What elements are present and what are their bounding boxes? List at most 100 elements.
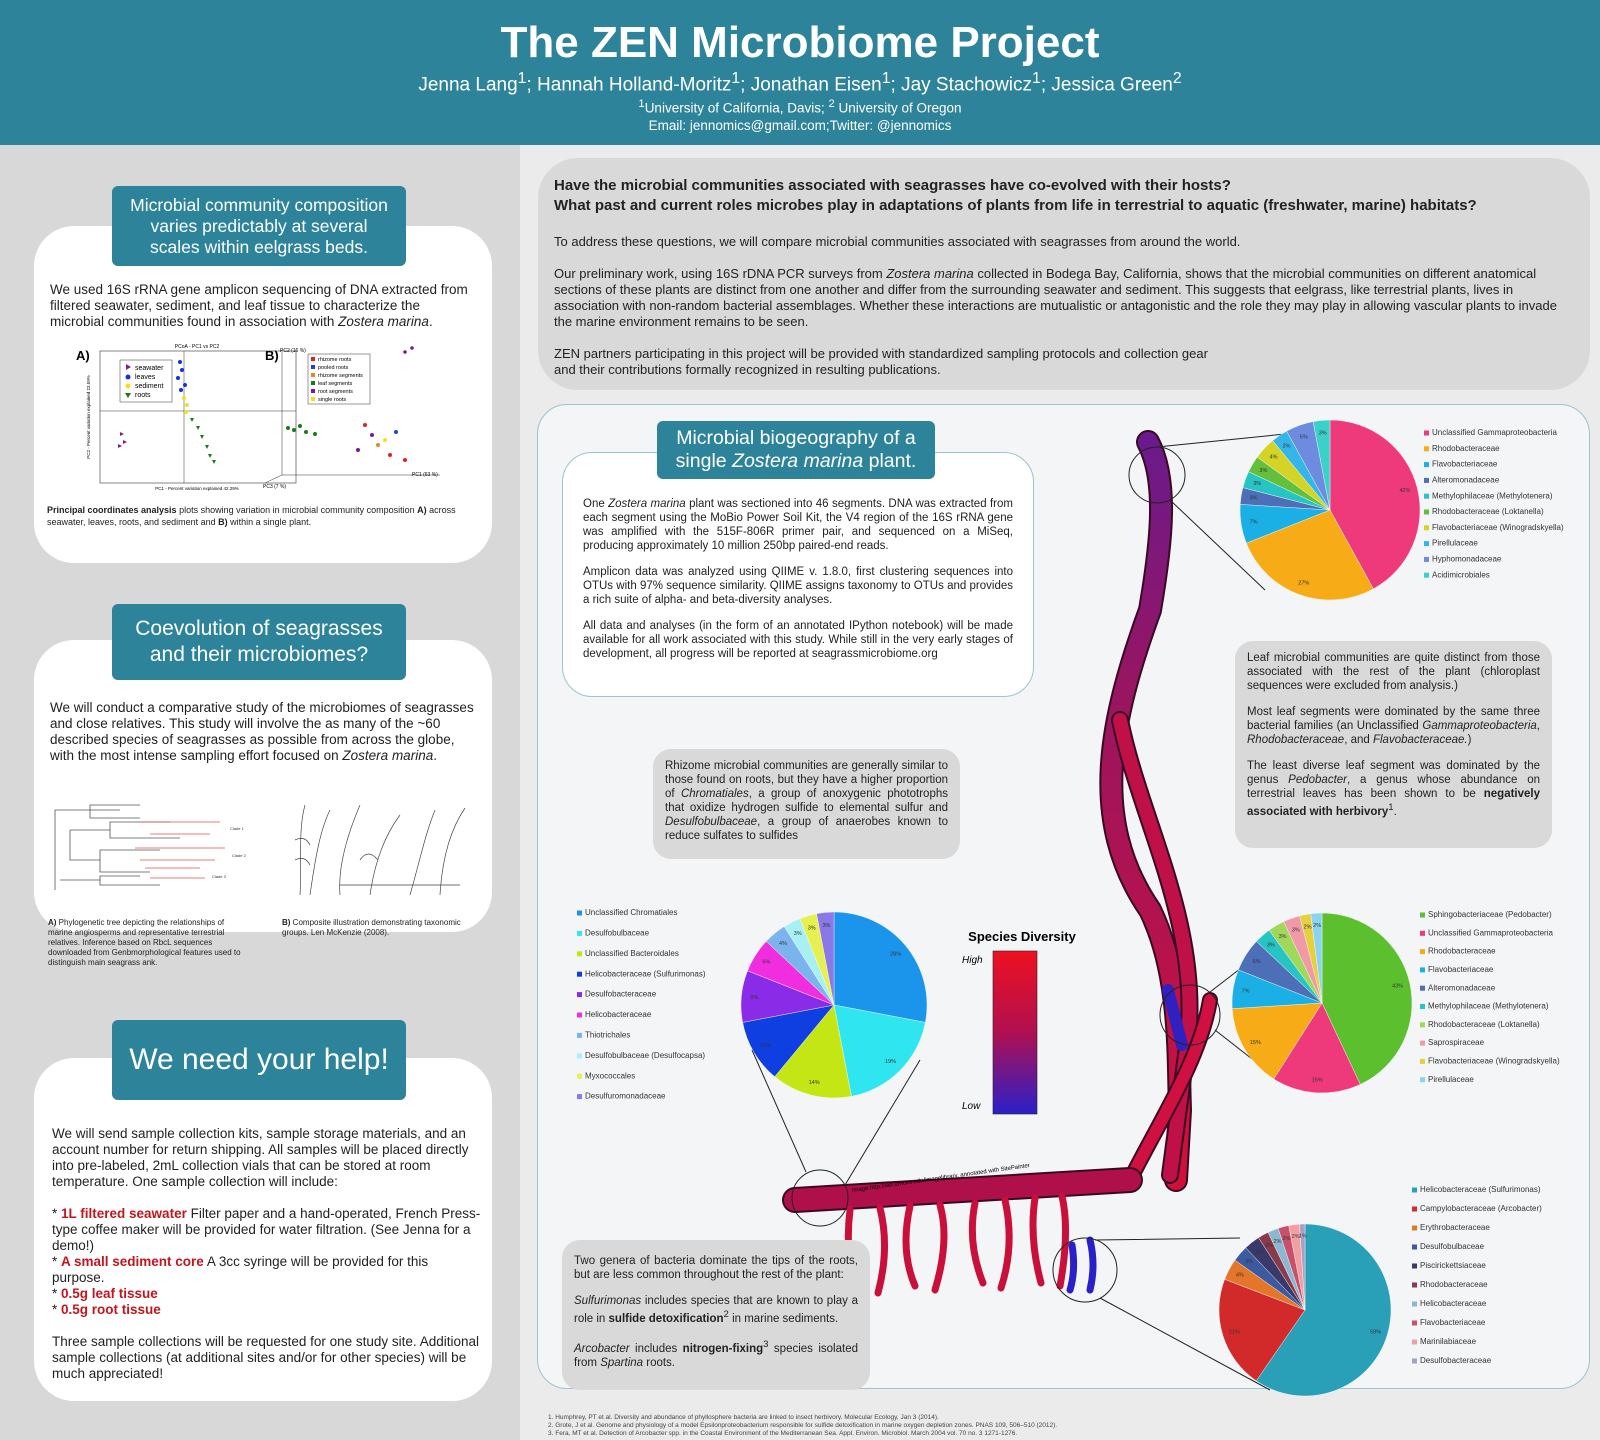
text-segment: 0.5g root tissue xyxy=(61,1302,161,1317)
legend-swatch xyxy=(1420,1040,1425,1046)
text-segment: Zostera marina xyxy=(732,450,864,472)
line: ZEN partners participating in this proje… xyxy=(554,346,1208,361)
text-segment: Zostera marina xyxy=(608,498,686,510)
legend-swatch xyxy=(1424,572,1429,578)
slice-label: 3% xyxy=(1253,481,1261,487)
text-segment: 1 xyxy=(731,70,741,87)
plant xyxy=(782,430,1218,1297)
text-segment: A small sediment core xyxy=(61,1254,204,1269)
text-segment: University of California, Davis; xyxy=(644,100,829,116)
text-segment: B) xyxy=(282,918,291,927)
legend-swatch xyxy=(1424,462,1429,468)
text-segment: nitrogen-fixing xyxy=(682,1342,764,1355)
text-segment: The least diverse leaf segment was domin… xyxy=(1247,760,1540,786)
slice-label: 21% xyxy=(1229,1329,1240,1335)
text-segment: roots. xyxy=(643,1356,676,1369)
scale-title: Species Diversity xyxy=(968,929,1076,944)
text-segment: Jenna Lang xyxy=(418,74,518,96)
text-segment: Rhizome microbial communities are genera… xyxy=(665,760,948,800)
legend-swatch xyxy=(1412,1263,1417,1269)
legend-swatch xyxy=(1424,541,1429,547)
legend-swatch xyxy=(1412,1244,1417,1250)
legend-swatch xyxy=(1412,1187,1417,1193)
heading-line: single Zostera marina plant. xyxy=(676,450,917,473)
legend-label: root segments xyxy=(318,389,353,395)
item: * 0.5g root tissue xyxy=(52,1302,482,1318)
questions-box: Have the microbial communities associate… xyxy=(538,158,1590,390)
text-segment: Sulfurimonas xyxy=(574,1295,642,1307)
paragraph: We used 16S rRNA gene amplicon sequencin… xyxy=(50,282,475,330)
legend-label: Thiotrichales xyxy=(585,1031,630,1040)
legend-label: Pirellulaceae xyxy=(1428,1075,1474,1084)
legend-label: Hyphomonadaceae xyxy=(1432,555,1502,564)
legend-label: leaves xyxy=(135,374,156,381)
text-segment: ; Hannah Holland-Moritz xyxy=(526,74,732,96)
pie-slice xyxy=(774,1004,852,1099)
pcoa-figure: A) B) PCoA - PC1 vs PC2 PC1 - Percent va… xyxy=(76,344,440,491)
legend-swatch xyxy=(1420,985,1425,991)
pie-slice xyxy=(1255,1223,1392,1397)
paragraph: ZEN partners participating in this proje… xyxy=(554,346,1574,378)
section-heading: Microbial biogeography of a single Zoste… xyxy=(657,421,935,479)
slice-label: 1% xyxy=(1299,1234,1307,1240)
text-segment: A) xyxy=(48,918,57,927)
legend-label: Flavobacteriaceae xyxy=(1420,1318,1486,1327)
clade-label: Clade 3 xyxy=(212,874,227,879)
slice-label: 3% xyxy=(808,926,816,932)
slice-label: 6% xyxy=(762,960,770,966)
item: * 1L filtered seawater Filter paper and … xyxy=(52,1206,482,1254)
legend-swatch xyxy=(577,951,582,957)
text-segment: Gammaproteobacteria xyxy=(1422,720,1537,732)
legend-label: Unclassified Bacteroidales xyxy=(585,949,679,958)
axis-label: PC2 - Percent variation explained 23.59% xyxy=(86,375,91,459)
tree-figure: Clade 1 Clade 2 Clade 3 xyxy=(54,804,466,896)
illustration-decor xyxy=(294,804,466,896)
text-segment: plant. xyxy=(863,450,917,472)
text-segment: Pedobacter xyxy=(1288,774,1347,786)
slice-label: 3% xyxy=(1259,468,1267,474)
pie-slice xyxy=(833,1004,926,1097)
item: * 0.5g leaf tissue xyxy=(52,1286,482,1302)
heading-line: Microbial biogeography of a xyxy=(676,427,916,449)
paragraph: Our preliminary work, using 16S rDNA PCR… xyxy=(554,266,1574,330)
text-segment: Arcobacter xyxy=(574,1342,630,1355)
text-segment: ) xyxy=(1467,734,1472,746)
text-segment: 2 xyxy=(723,1309,729,1320)
legend-label: Methylophilaceae (Methylotenera) xyxy=(1428,1002,1549,1011)
legend-label: Myxococcales xyxy=(585,1071,635,1080)
pie-slice xyxy=(1312,419,1331,511)
legend-swatch xyxy=(1412,1301,1417,1307)
paragraph: Arcobacter includes nitrogen-fixing3 spe… xyxy=(574,1338,858,1370)
paragraph: Leaf microbial communities are quite dis… xyxy=(1247,652,1540,692)
text-segment: species isolated from xyxy=(574,1342,858,1369)
paragraph: Most leaf segments were dominated by the… xyxy=(1247,705,1540,747)
axis-label: PC1 (63 %) xyxy=(412,472,438,478)
panel xyxy=(34,226,492,563)
text-segment: University of Oregon xyxy=(834,100,962,116)
clade-labels: Clade 1 Clade 2 Clade 3 xyxy=(212,826,247,879)
reference: 3. Fera, MT et al. Detection of Arcobact… xyxy=(548,1430,1018,1437)
slice-label: 42% xyxy=(1399,488,1410,494)
text-segment: Spartina xyxy=(600,1356,644,1369)
slice-label: 3% xyxy=(822,923,830,929)
text-segment: , and xyxy=(1344,734,1373,746)
legend-label: Helicobacteraceae xyxy=(585,1010,652,1019)
slice-label: 2% xyxy=(1282,1236,1290,1242)
legend-label: rhizome segments xyxy=(318,373,363,379)
pie-slice xyxy=(1299,1223,1306,1311)
slice-label: 5% xyxy=(1300,435,1308,441)
legend-label: Erythrobacteraceae xyxy=(1420,1223,1490,1232)
legend-label: roots xyxy=(135,392,151,399)
paragraph: All data and analyses (in the form of an… xyxy=(583,620,1013,660)
figure-caption: Principal coordinates analysis plots sho… xyxy=(47,504,477,528)
legend-label: Methylophilaceae (Methylotenera) xyxy=(1432,491,1553,500)
legend-swatch xyxy=(1412,1339,1417,1345)
section-heading: Coevolution of seagrasses and their micr… xyxy=(112,604,406,680)
text-segment: , a genus whose abundance on terrestrial… xyxy=(1247,774,1540,800)
scale-label: High xyxy=(962,955,983,966)
roots-note: Two genera of bacteria dominate the tips… xyxy=(562,1240,870,1390)
slice-label: 15% xyxy=(1250,1040,1261,1046)
text-segment: in marine sediments. xyxy=(728,1312,839,1325)
text-segment: Principal coordinates analysis xyxy=(47,505,177,515)
legend-swatch xyxy=(1420,930,1425,936)
